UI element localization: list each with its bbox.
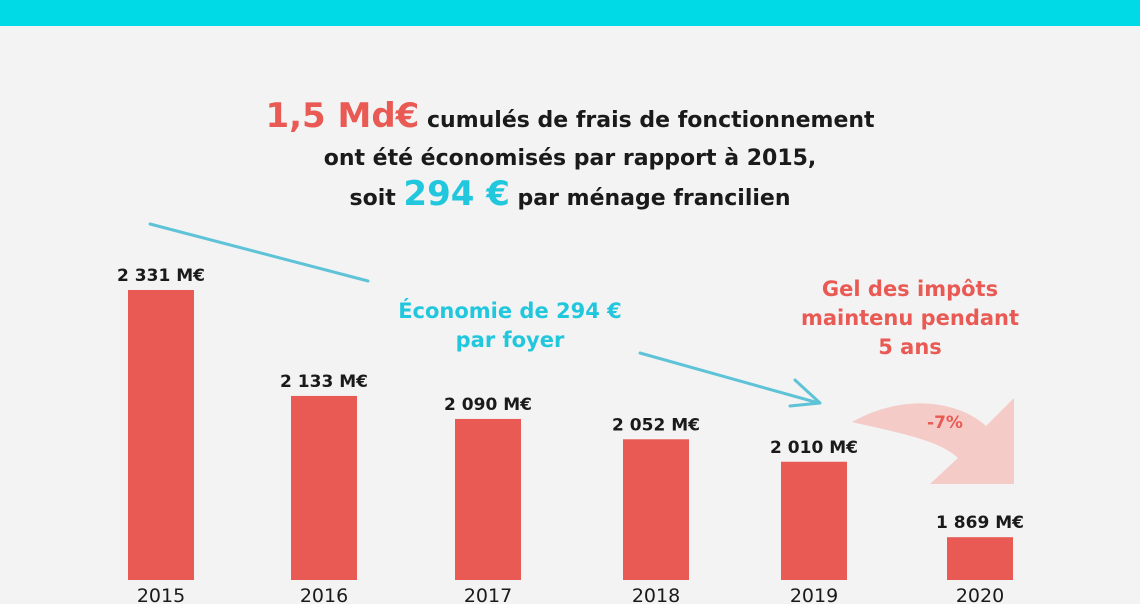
headline-household-savings: 294 € bbox=[403, 174, 510, 214]
trend-arrow-head-icon bbox=[788, 378, 822, 408]
bar-value-label-2019: 2 010 M€ bbox=[770, 438, 858, 458]
year-label-2019: 2019 bbox=[790, 585, 838, 604]
economy-annotation-line-2: par foyer bbox=[455, 328, 565, 352]
bar-value-label-2018: 2 052 M€ bbox=[612, 415, 700, 435]
tax-freeze-annotation-line-2: maintenu pendant bbox=[800, 306, 1020, 330]
headline-line-1-text: cumulés de frais de fonctionnement bbox=[419, 108, 875, 133]
top-banner bbox=[0, 0, 1140, 26]
tax-freeze-annotation: Gel des impôts maintenu pendant 5 ans bbox=[770, 275, 1050, 362]
year-label-2017: 2017 bbox=[464, 585, 512, 604]
tax-freeze-annotation-line-3: 5 ans bbox=[878, 335, 942, 359]
bar-value-label-2016: 2 133 M€ bbox=[280, 372, 368, 392]
trend-arrow-segment-1 bbox=[148, 222, 370, 283]
trend-arrow-segment-2 bbox=[638, 351, 817, 404]
decline-arrow-icon bbox=[852, 398, 1014, 484]
decline-percent-label: -7% bbox=[927, 413, 963, 433]
year-label-2018: 2018 bbox=[632, 585, 680, 604]
year-label-2016: 2016 bbox=[300, 585, 348, 604]
headline-line-3-suffix: par ménage francilien bbox=[509, 186, 791, 211]
bar-2016 bbox=[291, 395, 357, 580]
bar-2015 bbox=[128, 290, 194, 580]
bar-2020 bbox=[947, 537, 1013, 580]
bar-2019 bbox=[781, 461, 847, 580]
bar-value-label-2015: 2 331 M€ bbox=[117, 266, 205, 286]
headline-line-1: 1,5 Md€ cumulés de frais de fonctionneme… bbox=[0, 98, 1140, 139]
year-label-2015: 2015 bbox=[137, 585, 185, 604]
bar-value-label-2017: 2 090 M€ bbox=[444, 395, 532, 415]
headline-line-3: soit 294 € par ménage francilien bbox=[0, 176, 1140, 217]
bar-2017 bbox=[455, 418, 521, 580]
headline-line-2: ont été économisés par rapport à 2015, bbox=[323, 146, 817, 171]
bar-2018 bbox=[623, 439, 689, 580]
economy-annotation: Économie de 294 € par foyer bbox=[370, 297, 650, 355]
tax-freeze-annotation-line-1: Gel des impôts bbox=[821, 277, 999, 301]
chart-bars: 2 331 M€ 2015 2 133 M€ 2016 2 090 M€ 2017 2 05… bbox=[117, 266, 1024, 604]
headline-line-3-prefix: soit bbox=[349, 186, 404, 211]
headline-total-savings: 1,5 Md€ bbox=[265, 96, 420, 136]
economy-annotation-line-1: Économie de 294 € bbox=[398, 299, 622, 323]
chart-annotations bbox=[148, 222, 1014, 484]
bar-value-label-2020: 1 869 M€ bbox=[936, 513, 1024, 533]
year-label-2020: 2020 bbox=[956, 585, 1004, 604]
